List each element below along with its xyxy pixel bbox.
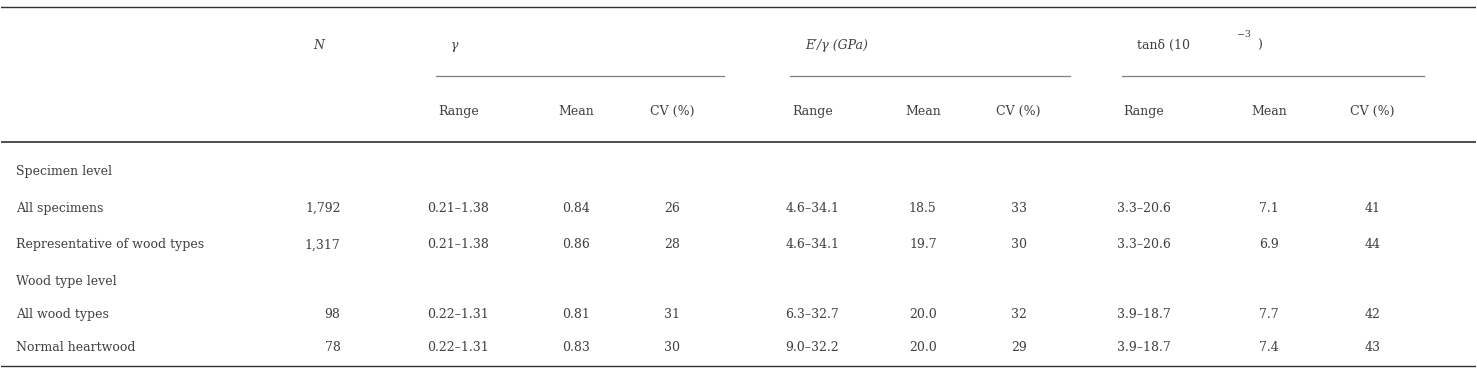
Text: 41: 41 — [1365, 202, 1381, 215]
Text: 1,317: 1,317 — [304, 238, 341, 251]
Text: Range: Range — [439, 105, 479, 118]
Text: 30: 30 — [665, 341, 681, 354]
Text: Mean: Mean — [905, 105, 941, 118]
Text: 43: 43 — [1365, 341, 1381, 354]
Text: 0.22–1.31: 0.22–1.31 — [427, 341, 489, 354]
Text: 32: 32 — [1010, 308, 1027, 321]
Text: 6.9: 6.9 — [1260, 238, 1279, 251]
Text: 4.6–34.1: 4.6–34.1 — [786, 202, 839, 215]
Text: 29: 29 — [1010, 341, 1027, 354]
Text: Representative of wood types: Representative of wood types — [16, 238, 204, 251]
Text: ): ) — [1257, 39, 1263, 52]
Text: E′/γ (GPa): E′/γ (GPa) — [805, 39, 867, 52]
Text: 20.0: 20.0 — [908, 308, 936, 321]
Text: N: N — [313, 39, 323, 52]
Text: 18.5: 18.5 — [908, 202, 936, 215]
Text: 4.6–34.1: 4.6–34.1 — [786, 238, 839, 251]
Text: tanδ (10: tanδ (10 — [1136, 39, 1189, 52]
Text: All wood types: All wood types — [16, 308, 109, 321]
Text: All specimens: All specimens — [16, 202, 103, 215]
Text: 0.84: 0.84 — [563, 202, 591, 215]
Text: 3.3–20.6: 3.3–20.6 — [1117, 238, 1171, 251]
Text: 0.86: 0.86 — [563, 238, 591, 251]
Text: 7.4: 7.4 — [1260, 341, 1279, 354]
Text: Mean: Mean — [1251, 105, 1286, 118]
Text: 7.1: 7.1 — [1260, 202, 1279, 215]
Text: 3.3–20.6: 3.3–20.6 — [1117, 202, 1171, 215]
Text: 9.0–32.2: 9.0–32.2 — [786, 341, 839, 354]
Text: Specimen level: Specimen level — [16, 165, 112, 178]
Text: 19.7: 19.7 — [908, 238, 936, 251]
Text: 98: 98 — [325, 308, 341, 321]
Text: Range: Range — [1124, 105, 1164, 118]
Text: 30: 30 — [1010, 238, 1027, 251]
Text: 7.7: 7.7 — [1260, 308, 1279, 321]
Text: CV (%): CV (%) — [1350, 105, 1394, 118]
Text: 31: 31 — [665, 308, 681, 321]
Text: 0.21–1.38: 0.21–1.38 — [427, 202, 489, 215]
Text: 44: 44 — [1365, 238, 1381, 251]
Text: 3.9–18.7: 3.9–18.7 — [1117, 341, 1171, 354]
Text: Normal heartwood: Normal heartwood — [16, 341, 136, 354]
Text: 26: 26 — [665, 202, 679, 215]
Text: 78: 78 — [325, 341, 341, 354]
Text: 0.83: 0.83 — [563, 341, 591, 354]
Text: 33: 33 — [1010, 202, 1027, 215]
Text: 20.0: 20.0 — [908, 341, 936, 354]
Text: γ: γ — [450, 39, 458, 52]
Text: 3.9–18.7: 3.9–18.7 — [1117, 308, 1171, 321]
Text: 0.21–1.38: 0.21–1.38 — [427, 238, 489, 251]
Text: 6.3–32.7: 6.3–32.7 — [786, 308, 839, 321]
Text: 1,792: 1,792 — [304, 202, 341, 215]
Text: 42: 42 — [1365, 308, 1381, 321]
Text: Wood type level: Wood type level — [16, 275, 117, 288]
Text: CV (%): CV (%) — [997, 105, 1041, 118]
Text: 0.22–1.31: 0.22–1.31 — [427, 308, 489, 321]
Text: CV (%): CV (%) — [650, 105, 694, 118]
Text: 0.81: 0.81 — [563, 308, 591, 321]
Text: −3: −3 — [1236, 30, 1251, 39]
Text: 28: 28 — [665, 238, 679, 251]
Text: Mean: Mean — [558, 105, 594, 118]
Text: Range: Range — [792, 105, 833, 118]
